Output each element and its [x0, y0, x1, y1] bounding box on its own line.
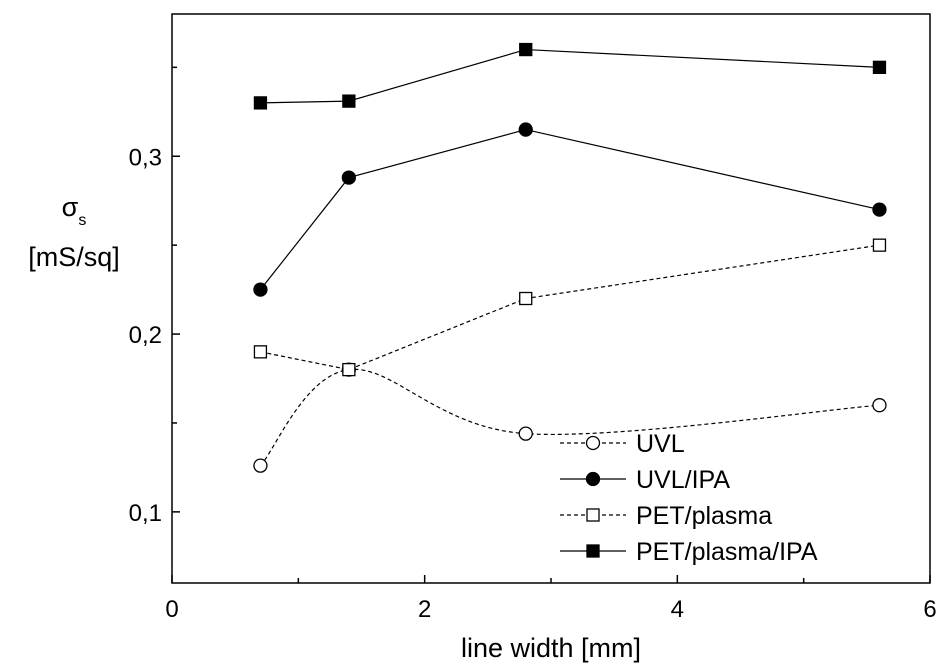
legend: UVL UVL/IPA PET/plasma PET/plasma/IPA — [560, 430, 818, 566]
data-point — [342, 94, 356, 108]
legend-item: UVL/IPA — [560, 466, 730, 494]
data-point — [872, 238, 887, 252]
series-line — [260, 244, 880, 371]
series-0 — [253, 362, 887, 473]
data-point — [342, 362, 356, 377]
data-point — [518, 426, 533, 441]
legend-marker — [586, 544, 600, 558]
legend-item: PET/plasma/IPA — [560, 538, 818, 566]
x-axis-title: line width [mm] — [461, 633, 641, 663]
series-line — [259, 128, 880, 290]
x-tick-label: 2 — [418, 596, 431, 623]
data-point — [519, 42, 533, 57]
legend-item: PET/plasma — [560, 502, 772, 530]
data-point — [872, 60, 887, 74]
series-3 — [253, 42, 887, 110]
data-point — [341, 170, 357, 185]
y-tick-label: 0,3 — [129, 144, 162, 171]
legend-label: UVL — [636, 430, 685, 458]
data-point — [518, 122, 533, 137]
legend-label: UVL/IPA — [636, 466, 730, 494]
legend-marker — [586, 508, 600, 522]
y-tick-label: 0,1 — [129, 500, 162, 527]
legend-marker — [585, 435, 601, 451]
series-1 — [253, 122, 887, 297]
svg-text:σs: σs — [62, 192, 87, 229]
x-tick-label: 0 — [165, 596, 178, 623]
data-point — [253, 458, 268, 473]
series-2 — [253, 238, 887, 377]
y-axis-symbol: σ — [62, 192, 79, 222]
data-point — [872, 202, 887, 217]
axis-ticks — [171, 66, 931, 583]
legend-label: PET/plasma/IPA — [636, 538, 818, 566]
series-line — [260, 48, 880, 104]
data-point — [253, 282, 268, 297]
y-axis-unit: [mS/sq] — [28, 242, 120, 272]
legend-item: UVL — [560, 430, 685, 458]
x-tick-label: 4 — [671, 596, 684, 623]
y-axis-subscript: s — [78, 212, 86, 229]
legend-label: PET/plasma — [636, 502, 772, 530]
data-point — [253, 96, 268, 110]
legend-marker — [585, 471, 601, 487]
x-tick-label: 6 — [923, 596, 936, 623]
tick-labels: 0 2 4 6 0,1 0,2 0,3 — [129, 144, 937, 623]
data-point — [253, 345, 268, 359]
data-point — [519, 291, 533, 306]
data-point — [872, 398, 887, 413]
series-line — [259, 368, 880, 467]
plot-frame — [171, 13, 931, 584]
y-axis-title: σs [mS/sq] — [28, 192, 120, 272]
series-layer — [253, 42, 887, 473]
y-tick-label: 0,2 — [129, 322, 162, 349]
